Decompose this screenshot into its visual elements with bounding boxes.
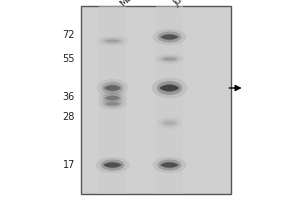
Ellipse shape (153, 157, 186, 173)
Ellipse shape (101, 38, 124, 45)
Ellipse shape (96, 157, 129, 173)
Ellipse shape (97, 36, 128, 46)
Ellipse shape (164, 121, 174, 125)
Ellipse shape (163, 34, 176, 40)
Ellipse shape (163, 121, 176, 125)
Text: 28: 28 (63, 112, 75, 122)
Ellipse shape (152, 78, 188, 98)
Ellipse shape (105, 102, 120, 106)
Ellipse shape (107, 95, 118, 101)
Ellipse shape (97, 79, 128, 97)
Ellipse shape (106, 84, 119, 92)
Text: 36: 36 (63, 92, 75, 102)
Bar (99, 6, 126, 194)
Text: 55: 55 (62, 54, 75, 64)
Bar (81, 6, 231, 194)
Ellipse shape (98, 98, 127, 110)
Bar (156, 6, 183, 194)
Ellipse shape (160, 35, 178, 39)
Text: 72: 72 (62, 30, 75, 40)
Text: MDA-MB231: MDA-MB231 (118, 0, 163, 8)
Ellipse shape (102, 100, 123, 108)
Ellipse shape (101, 159, 124, 171)
Ellipse shape (157, 81, 182, 95)
Ellipse shape (105, 96, 120, 100)
Ellipse shape (163, 162, 176, 168)
Ellipse shape (162, 84, 177, 92)
Ellipse shape (162, 58, 177, 60)
Ellipse shape (157, 117, 182, 129)
Ellipse shape (164, 57, 175, 61)
Ellipse shape (103, 163, 122, 167)
Ellipse shape (101, 82, 124, 94)
Ellipse shape (106, 39, 119, 43)
Ellipse shape (161, 119, 178, 127)
Ellipse shape (106, 162, 119, 168)
Ellipse shape (102, 93, 123, 103)
Ellipse shape (159, 55, 180, 62)
Ellipse shape (104, 85, 121, 91)
Ellipse shape (155, 54, 184, 64)
Ellipse shape (158, 159, 181, 171)
Ellipse shape (160, 85, 179, 91)
Ellipse shape (158, 31, 181, 43)
Ellipse shape (104, 40, 121, 43)
Ellipse shape (160, 163, 178, 167)
Ellipse shape (98, 91, 127, 105)
Ellipse shape (107, 102, 118, 106)
Ellipse shape (153, 29, 186, 45)
Text: Jurkat: Jurkat (172, 0, 197, 8)
Text: 17: 17 (63, 160, 75, 170)
